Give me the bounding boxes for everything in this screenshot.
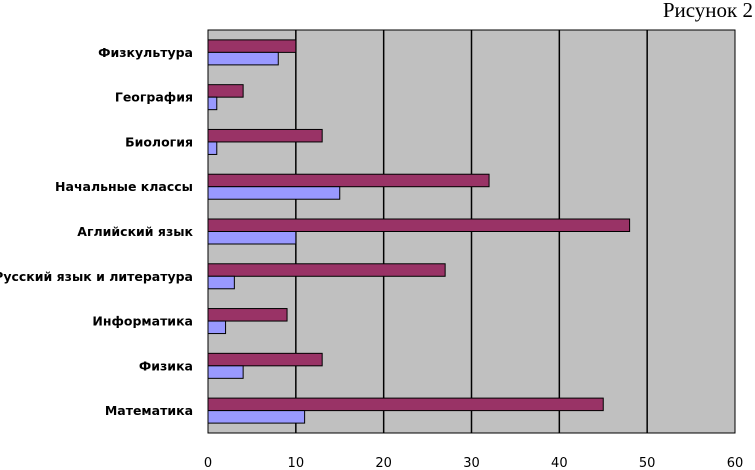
x-tick-label: 10 (288, 456, 305, 470)
bar-series-1 (207, 352, 323, 367)
x-tick-label: 20 (375, 456, 392, 470)
category-label: Русский язык и литература (0, 269, 193, 284)
category-label: Биология (125, 134, 193, 149)
bar-series-1 (207, 397, 604, 412)
bar-series-2 (207, 186, 341, 200)
bar-series-1 (207, 173, 490, 188)
bar-series-2 (207, 410, 306, 424)
bar-series-1 (207, 308, 288, 322)
category-label: Аглийский язык (77, 224, 193, 239)
bar-series-1 (207, 39, 297, 53)
bar-series-1 (207, 128, 323, 143)
bars (207, 39, 631, 424)
x-tick-label: 60 (727, 456, 744, 470)
x-tick-label: 40 (551, 456, 568, 470)
bar-series-2 (207, 365, 244, 379)
category-label: Физика (139, 358, 193, 373)
category-label: География (115, 90, 193, 105)
category-label: Начальные классы (55, 179, 193, 194)
bar-series-1 (207, 84, 244, 98)
bar-series-2 (207, 96, 218, 111)
bar-series-2 (207, 231, 297, 245)
x-axis-tick-labels: 0 10 20 30 40 50 60 (204, 456, 743, 470)
category-label: Информатика (92, 314, 193, 329)
bar-series-1 (207, 218, 631, 232)
bar-series-2 (207, 275, 235, 290)
bar-series-2 (207, 51, 279, 66)
figure-label: Рисунок 2 (663, 0, 753, 22)
bar-series-1 (207, 263, 446, 277)
x-tick-label: 30 (463, 456, 480, 470)
category-label: Физкультура (98, 45, 193, 60)
category-labels: Физкультура География Биология Начальные кл… (0, 45, 194, 418)
bar-series-2 (207, 320, 227, 335)
x-tick-label: 50 (639, 456, 656, 470)
category-label: Математика (105, 403, 193, 418)
x-tick-label: 0 (204, 456, 212, 470)
bar-series-2 (207, 141, 218, 155)
